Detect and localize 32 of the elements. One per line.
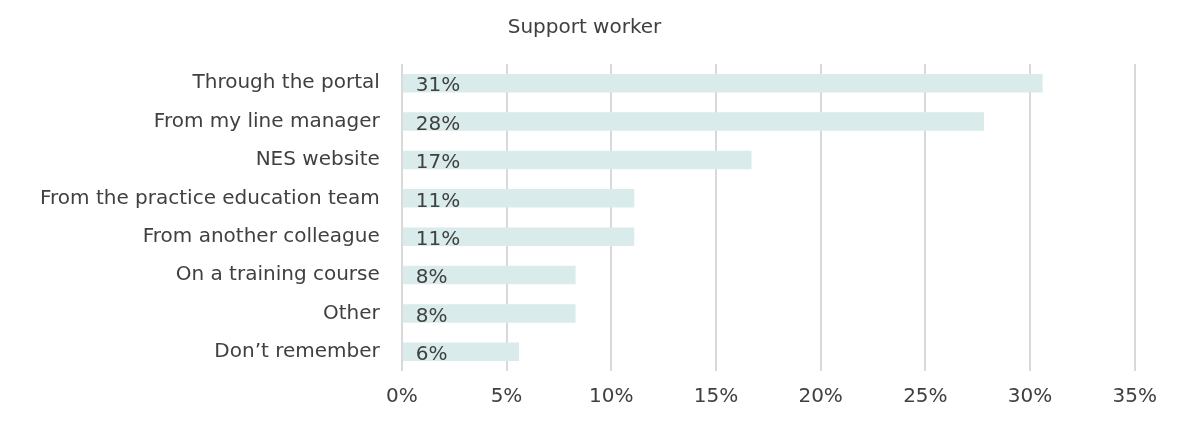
x-tick-label: 15% bbox=[693, 383, 739, 408]
x-tick-label: 25% bbox=[903, 383, 948, 408]
data-label: 17% bbox=[415, 149, 461, 174]
bar bbox=[402, 304, 576, 323]
y-tick-label: Through the portal bbox=[191, 69, 380, 94]
bar bbox=[402, 150, 752, 170]
bar bbox=[402, 227, 635, 246]
bar bbox=[402, 73, 1043, 93]
x-tick-label: 35% bbox=[1112, 383, 1157, 408]
y-tick-label: Don’t remember bbox=[214, 338, 381, 363]
y-tick-label: Other bbox=[323, 299, 381, 324]
x-tick-label: 20% bbox=[798, 383, 843, 408]
x-tick-label: 5% bbox=[490, 383, 523, 408]
y-tick-label: On a training course bbox=[175, 261, 380, 286]
x-tick-label: 10% bbox=[588, 383, 634, 408]
y-tick-label: From another colleague bbox=[142, 222, 380, 247]
x-tick-label: 30% bbox=[1007, 383, 1053, 408]
y-tick-label: From the practice education team bbox=[40, 184, 380, 209]
bar bbox=[402, 189, 635, 208]
data-label: 28% bbox=[415, 110, 461, 135]
y-tick-label: From my line manager bbox=[153, 107, 381, 132]
y-tick-label: NES website bbox=[255, 146, 380, 171]
data-label: 11% bbox=[415, 187, 461, 212]
bar bbox=[402, 112, 984, 131]
data-label: 8% bbox=[415, 264, 448, 289]
data-label: 8% bbox=[415, 302, 448, 327]
x-tick-label: 0% bbox=[385, 383, 418, 408]
data-label: 6% bbox=[415, 341, 448, 366]
bar bbox=[402, 265, 576, 285]
chart-title: Support worker bbox=[507, 14, 663, 39]
data-label: 11% bbox=[415, 225, 461, 250]
data-label: 31% bbox=[415, 72, 461, 97]
